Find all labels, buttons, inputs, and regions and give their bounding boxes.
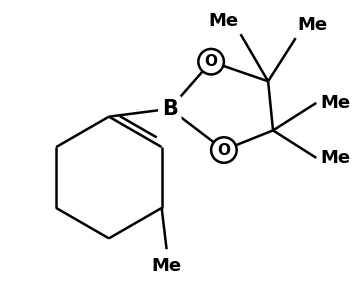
Text: O: O: [205, 54, 218, 69]
Text: O: O: [217, 142, 230, 158]
Text: B: B: [162, 99, 178, 119]
Text: Me: Me: [209, 12, 239, 30]
Circle shape: [211, 137, 237, 163]
Text: Me: Me: [297, 16, 328, 34]
Text: Me: Me: [152, 257, 182, 275]
Text: Me: Me: [320, 94, 350, 112]
Text: Me: Me: [320, 149, 350, 167]
Circle shape: [198, 49, 224, 75]
